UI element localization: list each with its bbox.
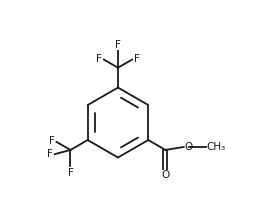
Text: F: F [47, 149, 53, 159]
Text: CH₃: CH₃ [206, 142, 226, 152]
Text: O: O [185, 141, 193, 152]
Text: O: O [161, 170, 170, 181]
Text: F: F [134, 54, 140, 64]
Text: F: F [115, 40, 121, 50]
Text: F: F [49, 136, 55, 146]
Text: F: F [96, 54, 102, 64]
Text: F: F [68, 168, 73, 178]
